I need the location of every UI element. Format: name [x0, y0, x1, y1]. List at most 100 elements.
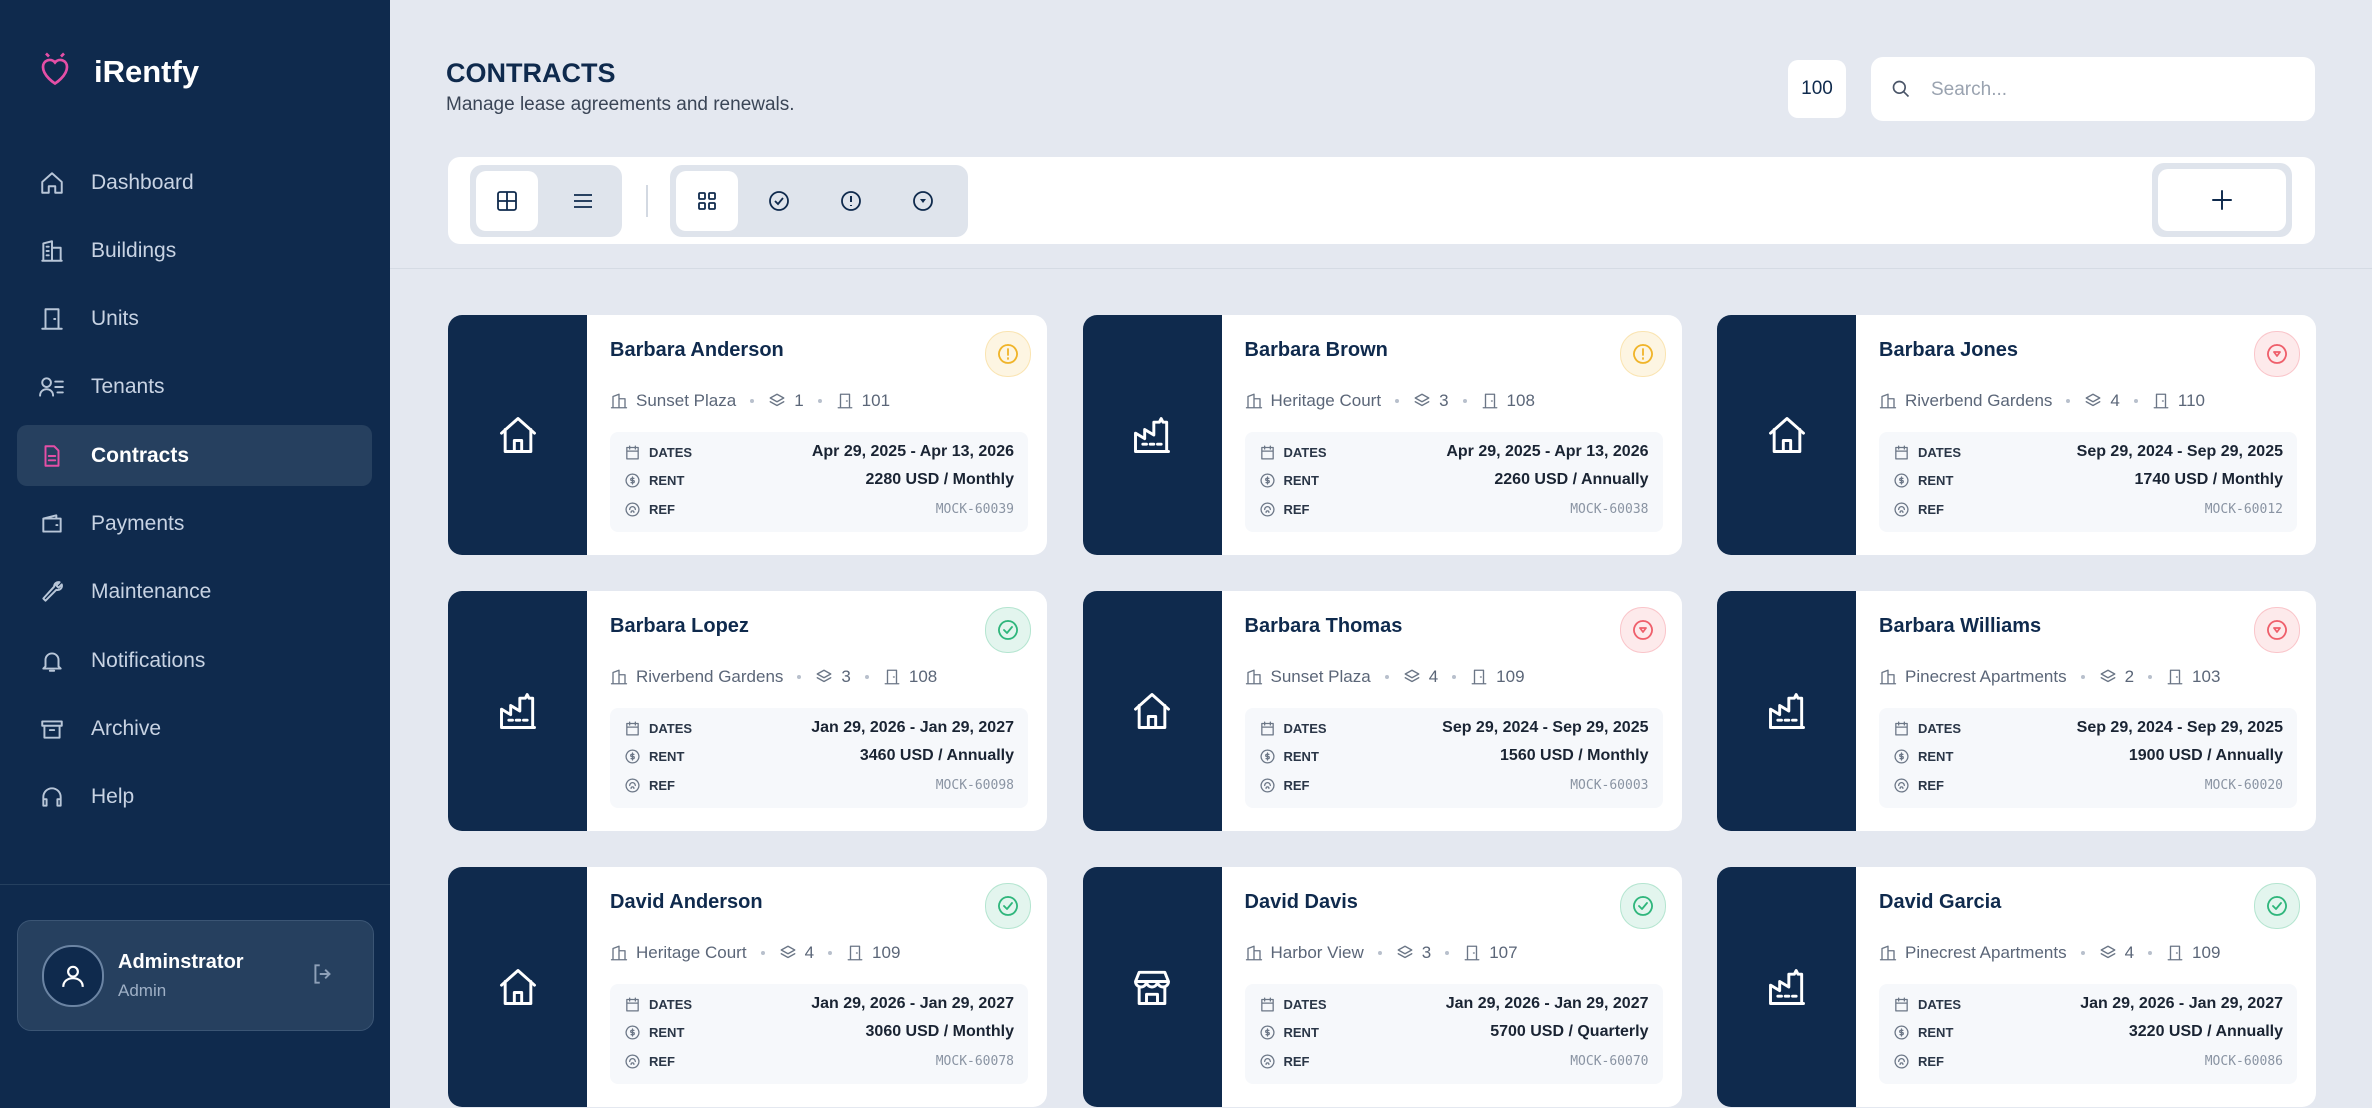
meta-icon	[2099, 668, 2117, 686]
detail-ref: MOCK-60098	[935, 777, 1014, 793]
detail-icon	[1259, 472, 1276, 489]
separator-dot	[1395, 399, 1400, 403]
filter-pending[interactable]	[820, 171, 882, 231]
detail-label: REF	[1918, 1053, 1944, 1069]
count-badge: 100	[1788, 60, 1846, 118]
nav-item[interactable]: Help	[17, 767, 372, 828]
detail-icon	[624, 472, 641, 489]
card-meta: Heritage Court 4 109	[610, 943, 900, 963]
detail-icon	[1259, 748, 1276, 765]
detail-icon	[1893, 748, 1910, 765]
add-button[interactable]	[2152, 163, 2292, 237]
detail-box: DATES Sep 29, 2024 - Sep 29, 2025 RENT 1560…	[1244, 708, 1663, 808]
meta-floor: 4	[2124, 943, 2135, 962]
detail-label: REF	[649, 501, 675, 517]
detail-icon	[624, 777, 641, 794]
nav-item[interactable]: Payments	[17, 494, 372, 555]
status-badge	[2254, 883, 2300, 929]
contract-card[interactable]: David Garcia Pinecrest Apartments 4 109 DATE…	[1717, 867, 2316, 1107]
detail-box: DATES Sep 29, 2024 - Sep 29, 2025 RENT 1740…	[1879, 432, 2297, 532]
detail-rent: 5700 USD / Quarterly	[1490, 1023, 1649, 1040]
detail-ref: MOCK-60003	[1570, 777, 1649, 793]
detail-icon	[1259, 996, 1276, 1013]
contract-card[interactable]: Barbara Anderson Sunset Plaza 1 101 DATES Apr…	[448, 315, 1047, 555]
detail-icon	[1893, 777, 1910, 794]
detail-row: DATES Jan 29, 2026 - Jan 29, 2027	[1893, 993, 2283, 1015]
meta-floor: 4	[1428, 667, 1439, 686]
contract-card[interactable]: Barbara Williams Pinecrest Apartments 2 103…	[1717, 591, 2316, 831]
detail-row: REF MOCK-60078	[624, 1050, 1014, 1072]
nav-item[interactable]: Maintenance	[17, 562, 372, 623]
tenant-name: Barbara Brown	[1244, 339, 1388, 361]
meta-building: Sunset Plaza	[1270, 667, 1371, 686]
detail-icon	[624, 444, 641, 461]
contract-card[interactable]: Barbara Thomas Sunset Plaza 4 109 DATES Sep 2…	[1082, 591, 1682, 831]
card-icon-panel	[448, 867, 587, 1107]
contract-card[interactable]: David Davis Harbor View 3 107 DATES Jan 29, 2…	[1082, 867, 1682, 1107]
meta-icon	[2084, 392, 2102, 410]
list-view-button[interactable]	[552, 171, 614, 231]
separator-dot	[797, 675, 802, 679]
nav-label: Contracts	[91, 443, 190, 467]
detail-row: REF MOCK-60003	[1259, 774, 1649, 796]
separator-dot	[2080, 675, 2085, 679]
meta-icon	[1245, 392, 1263, 410]
meta-icon	[1396, 944, 1414, 962]
detail-label: REF	[649, 1053, 675, 1069]
detail-label: RENT	[1918, 472, 1954, 488]
detail-row: REF MOCK-60012	[1893, 498, 2283, 520]
detail-row: DATES Sep 29, 2024 - Sep 29, 2025	[1259, 717, 1649, 739]
meta-unit: 101	[861, 391, 891, 410]
meta-icon	[1403, 668, 1421, 686]
detail-row: RENT 3460 USD / Annually	[624, 745, 1014, 767]
nav-item[interactable]: Buildings	[17, 220, 372, 281]
meta-unit: 108	[1506, 391, 1535, 410]
detail-rent: 3460 USD / Annually	[859, 747, 1014, 764]
nav-item[interactable]: Dashboard	[17, 152, 372, 213]
logo-icon	[41, 52, 69, 86]
meta-floor: 2	[2124, 667, 2135, 686]
meta-icon	[1245, 944, 1263, 962]
tenant-name: Barbara Jones	[1879, 339, 2018, 361]
contract-card[interactable]: Barbara Brown Heritage Court 3 108 DATES Apr …	[1082, 315, 1682, 555]
user-role: Admin	[118, 981, 167, 1000]
status-badge	[985, 607, 1031, 653]
detail-icon	[624, 996, 641, 1013]
logout-button[interactable]	[310, 961, 336, 987]
nav-item[interactable]: Units	[17, 289, 372, 350]
card-icon-panel	[1082, 867, 1222, 1107]
card-icon-panel	[1717, 867, 1856, 1107]
meta-building: Riverbend Gardens	[1905, 391, 2053, 410]
separator-dot	[1384, 675, 1389, 679]
sidebar: iRentfy Dashboard Buildings Units Tenants Co…	[0, 0, 390, 1108]
filter-all[interactable]	[676, 171, 738, 231]
meta-unit: 110	[2177, 391, 2205, 410]
search-box[interactable]: Search...	[1871, 57, 2315, 121]
detail-ref: MOCK-60078	[935, 1053, 1014, 1069]
detail-label: DATES	[1283, 444, 1327, 460]
separator-dot	[2133, 399, 2138, 403]
filter-active[interactable]	[748, 171, 810, 231]
divider	[0, 884, 390, 885]
contract-card[interactable]: David Anderson Heritage Court 4 109 DATES Jan…	[448, 867, 1047, 1107]
nav-label: Maintenance	[91, 580, 212, 604]
nav-label: Units	[91, 307, 139, 331]
detail-rent: 1560 USD / Monthly	[1500, 747, 1649, 764]
separator-dot	[864, 675, 869, 679]
grid-view-button[interactable]	[476, 171, 538, 231]
separator	[646, 185, 648, 217]
page-title: CONTRACTS	[446, 58, 616, 88]
detail-row: RENT 1900 USD / Annually	[1893, 745, 2283, 767]
filter-expired[interactable]	[892, 171, 954, 231]
detail-label: REF	[1918, 777, 1944, 793]
detail-box: DATES Apr 29, 2025 - Apr 13, 2026 RENT 2280…	[610, 432, 1028, 532]
contract-card[interactable]: Barbara Lopez Riverbend Gardens 3 108 DATES J…	[448, 591, 1047, 831]
nav-item[interactable]: Tenants	[17, 357, 372, 418]
contract-card[interactable]: Barbara Jones Riverbend Gardens 4 110 DATES S…	[1717, 315, 2316, 555]
detail-row: DATES Sep 29, 2024 - Sep 29, 2025	[1893, 441, 2283, 463]
card-meta: Harbor View 3 107	[1245, 943, 1518, 963]
nav-item[interactable]: Archive	[17, 698, 372, 759]
nav-item[interactable]: Notifications	[17, 630, 372, 691]
nav-item[interactable]: Contracts	[17, 425, 372, 487]
detail-ref: MOCK-60039	[935, 501, 1014, 517]
